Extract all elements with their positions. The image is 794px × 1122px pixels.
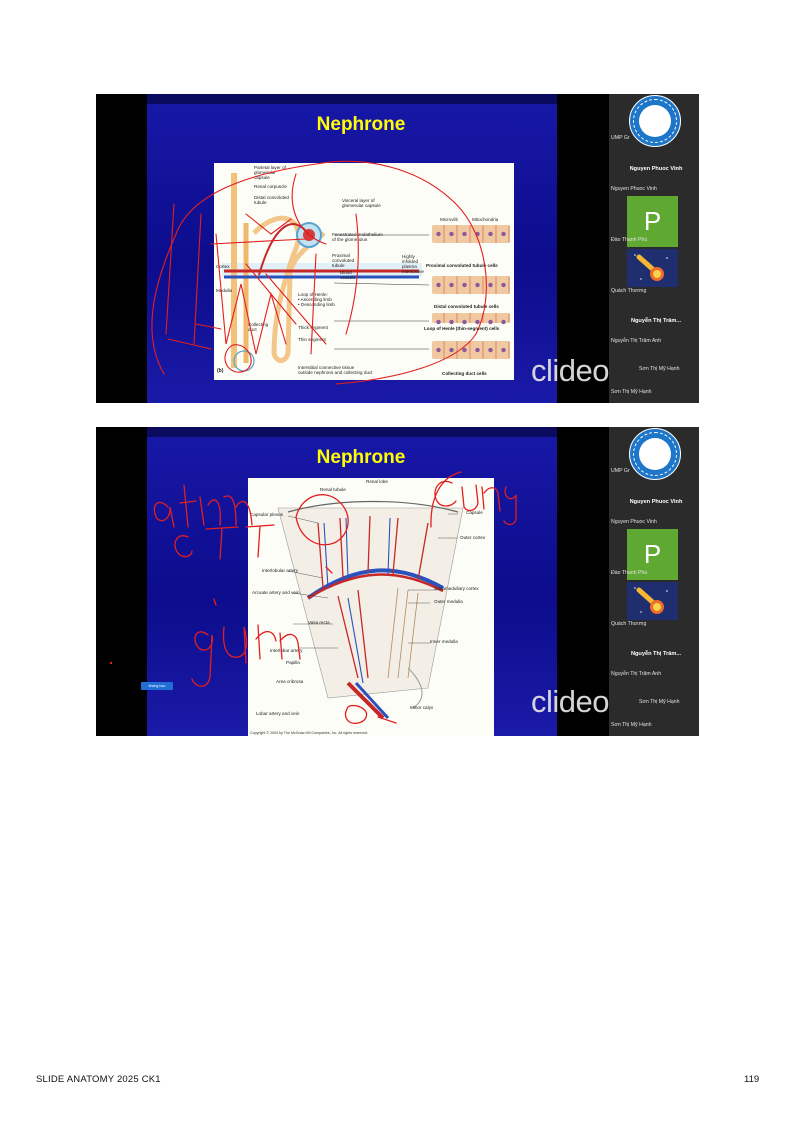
figure-label: of the glomerulus	[332, 237, 368, 242]
logo-emblem	[639, 438, 671, 470]
figure-label: Microvilli	[440, 217, 458, 222]
figure-label: Interlobular artery	[262, 568, 299, 573]
figure-label: vessels	[340, 275, 356, 280]
logo-ring	[633, 99, 677, 143]
figure-label: Area cribrosa	[276, 679, 304, 684]
figure-label: Thick segment	[298, 325, 328, 330]
figure-label: Outer cortex	[460, 535, 486, 540]
figure-label: Renal lobe	[366, 479, 388, 484]
screenshot-slide-1: Nephrone	[96, 94, 699, 403]
participant-name-bold: Nguyen Phuoc Vinh	[629, 166, 683, 172]
figure-label: Vasa recta	[308, 620, 330, 625]
school-logo-icon	[629, 428, 681, 480]
figure-label: Capsular plexus	[250, 512, 283, 517]
participant-label: Nguyen Phuoc Vinh	[611, 186, 657, 192]
figure-label: Outer medulla	[434, 599, 463, 604]
participant-label: Sơn Thị Mỹ Hạnh	[611, 722, 652, 728]
figure-label: Mitochondria	[472, 217, 499, 222]
figure-label: tubule	[332, 263, 345, 268]
participant-label: Đào Thanh Phú	[611, 570, 648, 576]
logo-ring	[633, 432, 677, 476]
kidney-lobe-diagram	[248, 478, 494, 736]
slide-top-band	[147, 427, 557, 437]
slide-top-band	[147, 94, 557, 104]
figure-caption: Loop of Henle (thin-segment) cells	[424, 326, 500, 331]
participant-label: Đào Thanh Phú	[611, 237, 648, 243]
figure-label: outside nephrons and collecting duct	[298, 370, 373, 375]
screenshot-slide-2: Nephrone	[96, 427, 699, 736]
participant-label: Nguyễn Thị Trâm Anh	[611, 671, 662, 677]
participant-name-bold: Nguyễn Thị Trâm...	[630, 651, 682, 657]
figure-label: Juxtamedullary cortex	[434, 586, 479, 591]
figure-label: Capsule	[466, 510, 483, 515]
participant-label: Nguyễn Thị Trâm Anh	[611, 338, 662, 344]
figure-label: duct	[248, 327, 257, 332]
figure-caption: Distal convoluted tubule cells	[434, 304, 499, 309]
figure-panel-label: (b)	[217, 368, 224, 374]
participant-label: Sơn Thị Mỹ Hạnh	[611, 389, 652, 395]
page-number: 119	[744, 1074, 760, 1085]
participant-label: UMP Gr	[611, 468, 630, 474]
proximal-cells-image	[432, 225, 510, 243]
participant-avatar[interactable]: P	[627, 196, 678, 247]
figure-label: Medulla	[216, 288, 233, 293]
nephron-figure: Parietal layer of glomerular capsule Ren…	[214, 163, 514, 380]
loop-cells-image	[432, 313, 510, 325]
participant-label: Sơn Thị Mỹ Hạnh	[639, 366, 680, 372]
collecting-cells-image	[432, 341, 510, 359]
figure-label: tubule	[254, 200, 267, 205]
participant-label: UMP Gr	[611, 135, 630, 141]
figure-label: Renal corpuscle	[254, 184, 287, 189]
school-logo-icon	[629, 95, 681, 147]
video-call-sidebar: UMP Gr Nguyen Phuoc Vinh Nguyen Phuoc Vi…	[609, 427, 699, 736]
figure-label: Inner medulla	[430, 639, 458, 644]
slide-title: Nephrone	[316, 447, 406, 468]
figure-label: capsule	[254, 175, 270, 180]
figure-label: glomerular capsule	[342, 203, 381, 208]
figure-copyright: Copyright © 2004 by The McGraw-Hill Comp…	[250, 730, 369, 735]
figure-label: • Descending limb	[298, 302, 335, 307]
participant-label: Quách Thương	[611, 288, 647, 294]
figure-label: Thin segment	[298, 337, 326, 342]
participant-avatar[interactable]: P	[627, 529, 678, 580]
participant-label: Sơn Thị Mỹ Hạnh	[639, 699, 680, 705]
figure-label: Lobar artery and vein	[256, 711, 300, 716]
comet-avatar-icon[interactable]	[627, 249, 678, 287]
slide-title: Nephrone	[316, 114, 406, 135]
presenter-chip: khang hạo	[141, 682, 173, 690]
participant-label: Nguyen Phuoc Vinh	[611, 519, 657, 525]
figure-caption: Proximal convoluted tubule cells	[426, 263, 498, 268]
figure-label: Minor calyx	[410, 705, 434, 710]
kidney-lobe-figure: Renal lobe Renal tubule Capsular plexus …	[248, 478, 494, 736]
comet-avatar-icon[interactable]	[627, 582, 678, 620]
logo-emblem	[639, 105, 671, 137]
participant-label: Quách Thương	[611, 621, 647, 627]
figure-label: Papilla	[286, 660, 300, 665]
participant-name-bold: Nguyen Phuoc Vinh	[629, 499, 683, 505]
figure-label: membrane	[402, 269, 424, 274]
distal-cells-image	[432, 276, 510, 294]
figure-label: Renal tubule	[320, 487, 346, 492]
figure-label: Interlobar artery	[270, 648, 303, 653]
participant-name-bold: Nguyễn Thị Trâm...	[630, 318, 682, 324]
document-footer-title: SLIDE ANATOMY 2025 CK1	[36, 1074, 161, 1085]
figure-label: Arcuate artery and vein	[252, 590, 300, 595]
video-call-sidebar: UMP Gr Nguyen Phuoc Vinh Nguyen Phuoc Vi…	[609, 94, 699, 403]
figure-caption: Collecting duct cells	[442, 371, 487, 376]
figure-label: Cortex	[216, 264, 230, 269]
